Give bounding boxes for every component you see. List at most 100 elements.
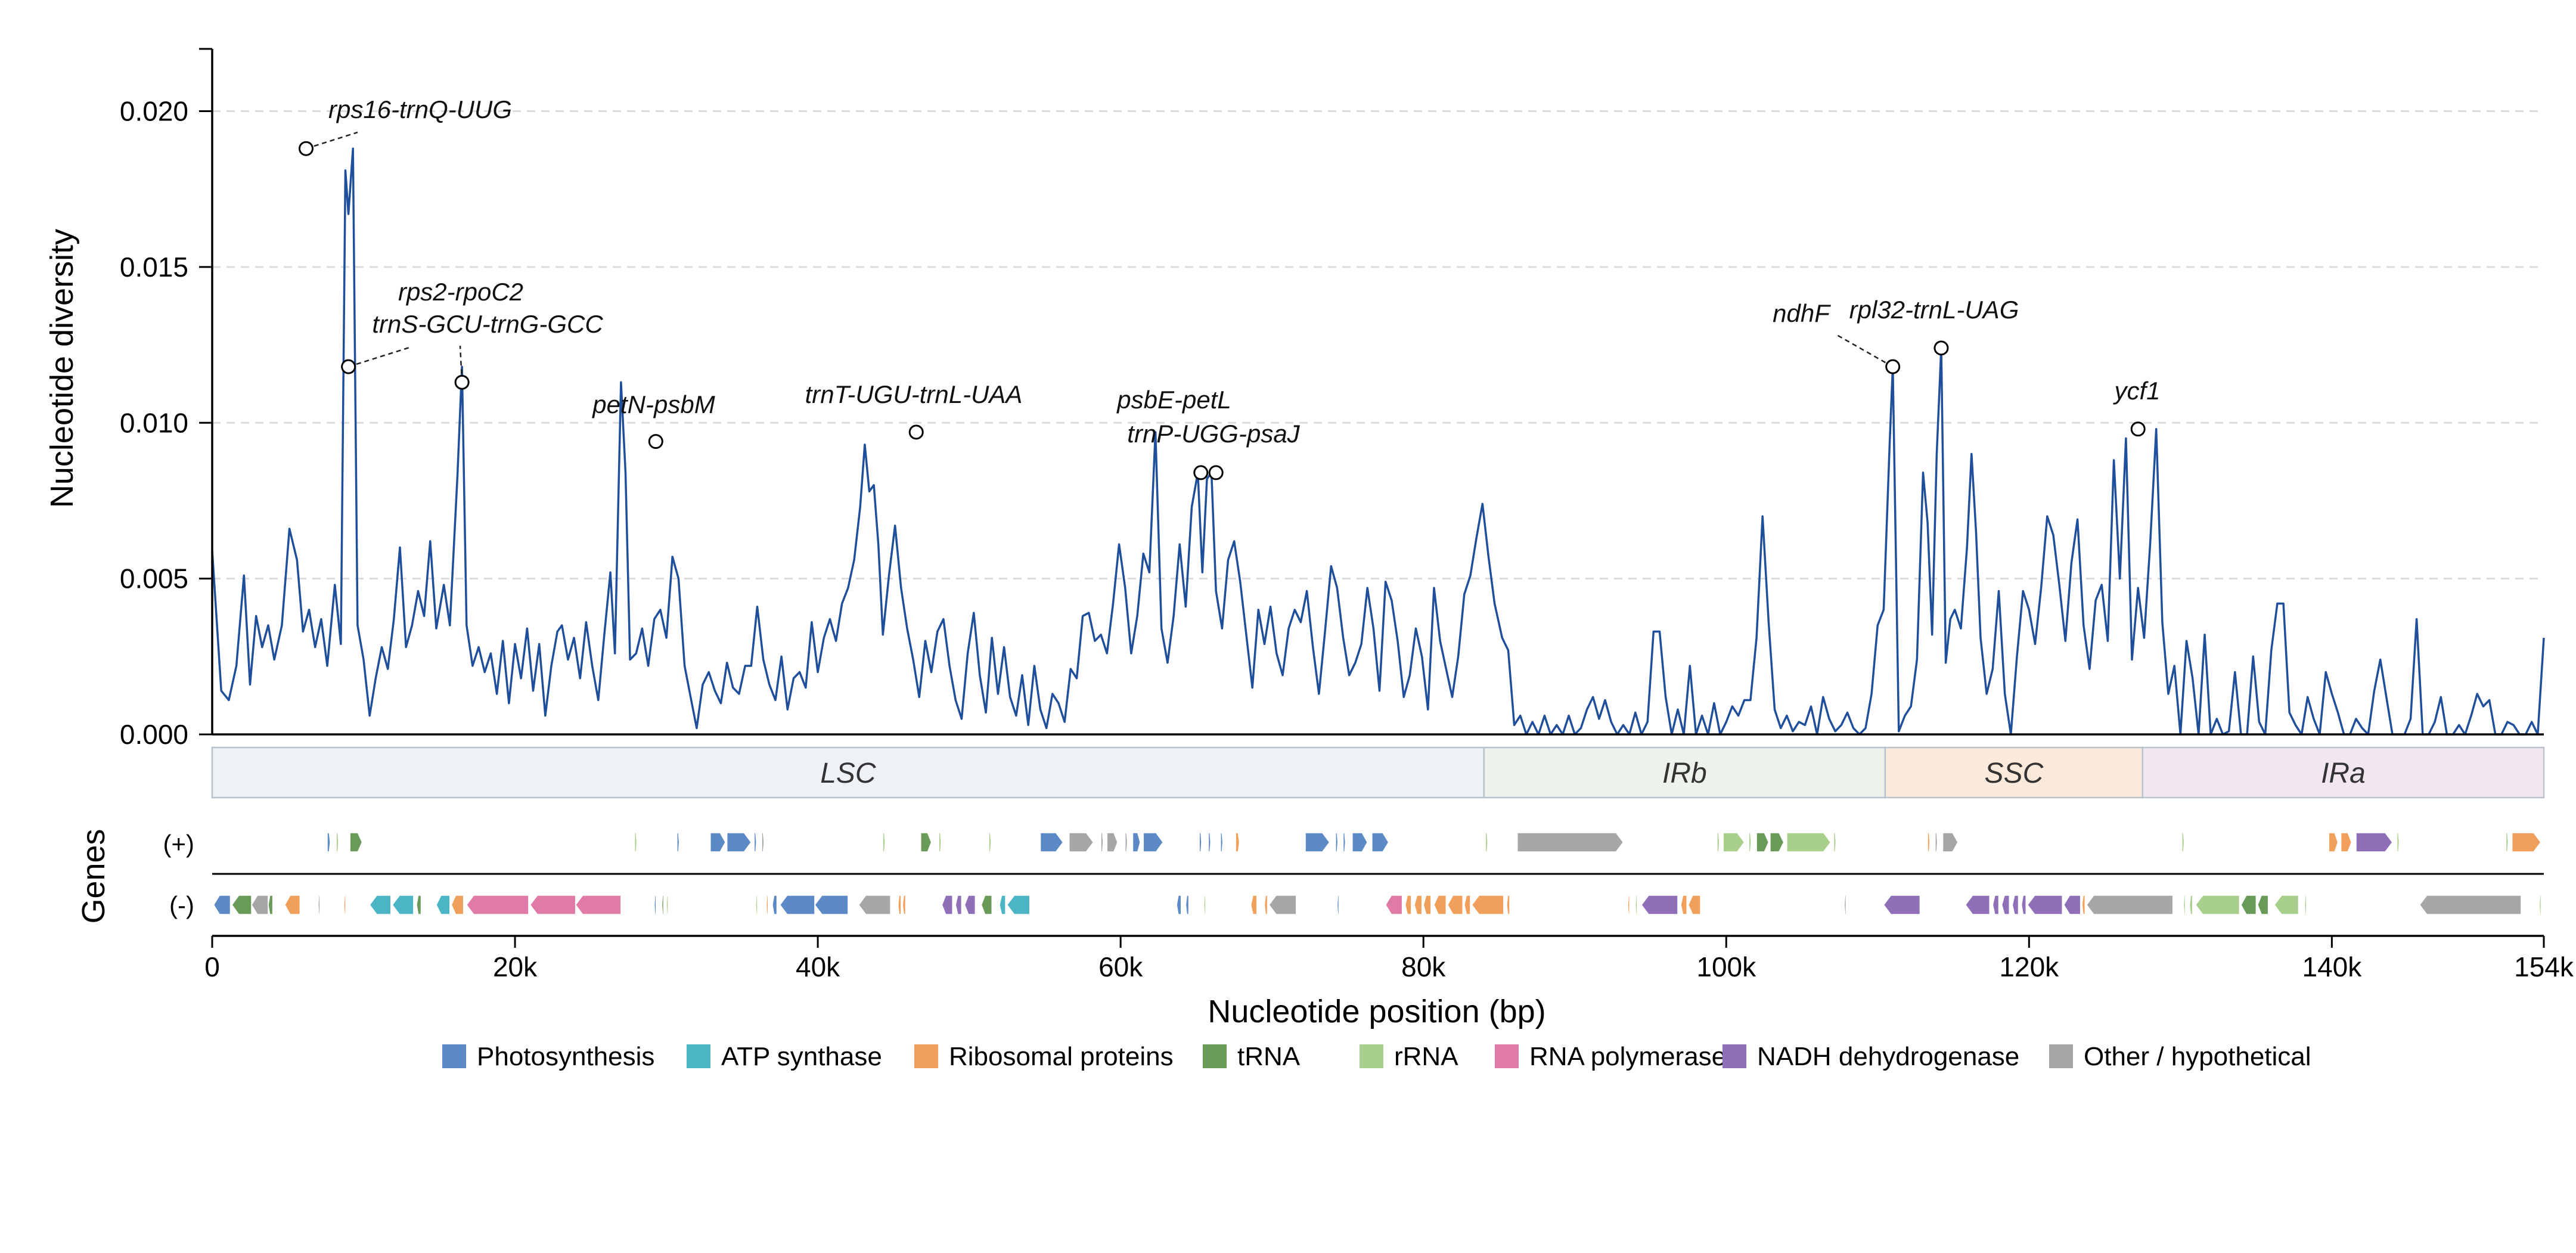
- peak-label: trnP-UGG-psaJ: [1127, 420, 1300, 448]
- peak-marker: [1193, 465, 1209, 480]
- gene-arrow: [666, 895, 669, 915]
- legend-label: Photosynthesis: [477, 1042, 654, 1071]
- gene-arrow: [2505, 832, 2509, 852]
- legend-label: rRNA: [1394, 1042, 1458, 1071]
- gene-arrow: [1414, 895, 1423, 915]
- gene-arrow: [1627, 895, 1630, 915]
- legend-swatch: [2049, 1044, 2073, 1068]
- gene-arrow: [1506, 895, 1510, 915]
- gene-arrow: [2001, 895, 2010, 915]
- gene-arrow: [2273, 895, 2299, 915]
- diversity-line: [211, 147, 2545, 736]
- gene-arrow: [1039, 832, 1064, 852]
- legend-label: RNA polymerase: [1529, 1042, 1726, 1071]
- x-tick-label: 80k: [1401, 951, 1446, 982]
- gene-arrow: [1992, 895, 2000, 915]
- gene-arrow: [1756, 832, 1770, 852]
- legend-label: ATP synthase: [721, 1042, 882, 1071]
- gene-arrow: [318, 895, 321, 915]
- gene-arrow: [755, 895, 758, 915]
- region-box: [1884, 746, 2144, 799]
- gene-arrow: [1433, 895, 1447, 915]
- legend-swatch: [1360, 1044, 1383, 1068]
- gene-arrow: [1717, 832, 1720, 852]
- legend-label: Other / hypothetical: [2084, 1042, 2311, 1071]
- gene-arrow: [529, 895, 576, 915]
- gene-arrow: [1106, 832, 1118, 852]
- gene-arrow: [1250, 895, 1258, 915]
- gene-arrow: [465, 895, 529, 915]
- gene-arrow: [1268, 895, 1297, 915]
- legend-label: tRNA: [1237, 1042, 1301, 1071]
- gene-arrow: [1069, 832, 1094, 852]
- gene-arrow: [1100, 832, 1104, 852]
- gene-arrow: [1342, 832, 1346, 852]
- gene-arrow: [1942, 832, 1959, 852]
- gene-arrow: [2419, 895, 2522, 915]
- gene-arrow: [349, 832, 363, 852]
- gene-arrow: [882, 832, 886, 852]
- gene-arrow: [2240, 895, 2257, 915]
- gene-arrow: [1352, 832, 1368, 852]
- x-tick-label: 20k: [493, 951, 538, 982]
- region-label: LSC: [820, 758, 876, 789]
- gene-arrow: [1336, 895, 1340, 915]
- y-tick-label: 0.005: [120, 563, 188, 594]
- gene-arrow: [575, 895, 622, 915]
- gene-arrow: [1447, 895, 1463, 915]
- gene-arrow: [814, 895, 849, 915]
- peak-label: rpl32-trnL-UAG: [1849, 296, 2019, 324]
- y-gridlines: [212, 110, 2544, 580]
- gene-arrow: [343, 895, 346, 915]
- gene-arrow: [964, 895, 976, 915]
- gene-legend: Photosynthesis ATP synthase Ribosomal prot…: [442, 1042, 2311, 1071]
- gene-arrow: [2195, 895, 2240, 915]
- gene-arrow: [1264, 895, 1268, 915]
- gene-arrow: [1833, 832, 1837, 852]
- x-tick-label: 154k: [2514, 951, 2574, 982]
- minus-strand-label: (-): [169, 891, 194, 919]
- gene-arrow: [327, 832, 331, 852]
- peak-label: trnS-GCU-trnG-GCC: [372, 310, 603, 338]
- gene-arrow: [1935, 832, 1938, 852]
- region-box: [211, 746, 1485, 799]
- plus-strand-label: (+): [163, 830, 195, 858]
- gene-arrow: [1132, 832, 1141, 852]
- gene-arrow: [858, 895, 891, 915]
- gene-arrow: [2189, 895, 2193, 915]
- peak-label: psbE-petL: [1116, 386, 1231, 414]
- gene-arrow: [251, 895, 269, 915]
- gene-arrow: [654, 895, 657, 915]
- gene-arrow: [2021, 895, 2026, 915]
- gene-arrow: [1423, 895, 1432, 915]
- gene-arrow: [1208, 832, 1212, 852]
- gene-arrow: [1641, 895, 1678, 915]
- diversity-series: [211, 147, 2545, 736]
- legend-swatch: [914, 1044, 938, 1068]
- gene-arrow: [920, 832, 932, 852]
- x-axis-label: Nucleotide position (bp): [1208, 994, 1545, 1029]
- peak-label: ndhF: [1773, 299, 1831, 327]
- gene-arrow: [2183, 895, 2186, 915]
- gene-arrow: [1203, 895, 1206, 915]
- gene-arrow: [710, 832, 727, 852]
- gene-arrow: [2304, 895, 2307, 915]
- peak-label: rps2-rpoC2: [398, 278, 523, 306]
- x-tick-label: 140k: [2302, 951, 2362, 982]
- gene-arrow: [955, 895, 963, 915]
- gene-arrow: [1143, 832, 1164, 852]
- gene-arrow: [336, 832, 339, 852]
- gene-arrow: [2257, 895, 2269, 915]
- legend-label: NADH dehydrogenase: [1757, 1042, 2019, 1071]
- legend-swatch: [1722, 1044, 1746, 1068]
- gene-arrow: [1335, 832, 1339, 852]
- gene-arrow: [1635, 895, 1638, 915]
- gene-arrow: [1464, 895, 1471, 915]
- gene-arrow: [436, 895, 451, 915]
- gene-arrow: [1125, 832, 1128, 852]
- peak-marker: [2130, 421, 2146, 437]
- peak-marker: [908, 424, 924, 440]
- genome-regions-track: LSC IRb SSC IRa: [211, 746, 2545, 799]
- gene-arrow: [451, 895, 464, 915]
